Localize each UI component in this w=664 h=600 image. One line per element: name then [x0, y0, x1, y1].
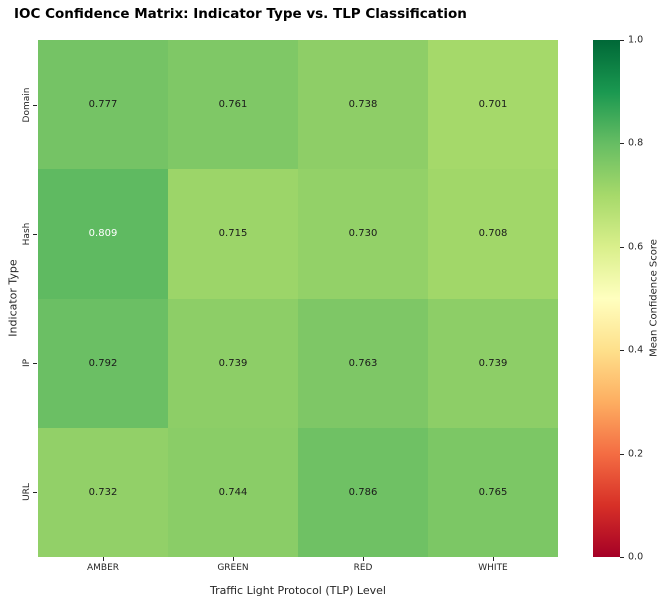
- heatmap-cell-url-amber: 0.732: [38, 427, 168, 557]
- colorbar-label: Mean Confidence Score: [648, 239, 660, 357]
- heatmap-cell-ip-red: 0.763: [298, 298, 428, 428]
- colorbar-tick-mark: [620, 246, 624, 248]
- heatmap-cell-domain-amber: 0.777: [38, 40, 168, 170]
- y-tick-mark: [33, 363, 37, 365]
- heatmap-cell-url-white: 0.765: [428, 427, 558, 557]
- heatmap-cell-url-red: 0.786: [298, 427, 428, 557]
- heatmap-cell-ip-white: 0.739: [428, 298, 558, 428]
- y-tick-label-url: URL: [22, 483, 32, 502]
- colorbar-tick-label-0.0: 0.0: [628, 551, 644, 563]
- heatmap-cell-url-green: 0.744: [168, 427, 298, 557]
- x-tick-label-red: RED: [353, 563, 373, 573]
- colorbar-tick-label-1.0: 1.0: [628, 34, 644, 46]
- chart-title: IOC Confidence Matrix: Indicator Type vs…: [14, 6, 467, 22]
- heatmap-grid: 0.777 0.761 0.738 0.701 0.809 0.715 0.730 0.708…: [38, 40, 558, 557]
- colorbar-tick-mark: [620, 453, 624, 455]
- x-tick-mark: [103, 557, 104, 561]
- heatmap-cell-hash-red: 0.730: [298, 169, 428, 299]
- heatmap-cell-ip-green: 0.739: [168, 298, 298, 428]
- colorbar-gradient: [593, 40, 620, 557]
- y-tick-mark: [33, 233, 37, 235]
- y-tick-mark: [33, 104, 37, 106]
- y-tick-mark: [33, 492, 37, 494]
- heatmap-cell-hash-white: 0.708: [428, 169, 558, 299]
- x-axis-label: Traffic Light Protocol (TLP) Level: [210, 584, 386, 597]
- x-tick-mark: [233, 557, 234, 561]
- x-tick-mark: [493, 557, 494, 561]
- colorbar-tick-label-0.4: 0.4: [628, 344, 644, 356]
- colorbar-tick-label-0.6: 0.6: [628, 241, 644, 253]
- colorbar-tick-mark: [620, 143, 624, 145]
- x-tick-label-green: GREEN: [217, 563, 249, 573]
- heatmap-cell-hash-amber: 0.809: [38, 169, 168, 299]
- colorbar-tick-mark: [620, 557, 624, 558]
- x-tick-label-amber: AMBER: [86, 563, 120, 573]
- y-tick-label-domain: Domain: [22, 87, 32, 123]
- x-tick-mark: [363, 557, 364, 561]
- colorbar-tick-mark: [620, 40, 624, 41]
- colorbar-tick-label-0.2: 0.2: [628, 448, 644, 460]
- colorbar-tick-label-0.8: 0.8: [628, 137, 644, 149]
- x-tick-label-white: WHITE: [478, 563, 508, 573]
- colorbar-tick-mark: [620, 350, 624, 352]
- heatmap-cell-domain-white: 0.701: [428, 40, 558, 170]
- y-tick-label-ip: IP: [22, 359, 32, 368]
- heatmap-cell-domain-green: 0.761: [168, 40, 298, 170]
- y-axis-label: Indicator Type: [6, 259, 20, 337]
- y-tick-label-hash: Hash: [22, 222, 32, 246]
- heatmap-cell-ip-amber: 0.792: [38, 298, 168, 428]
- heatmap-cell-domain-red: 0.738: [298, 40, 428, 170]
- heatmap-cell-hash-green: 0.715: [168, 169, 298, 299]
